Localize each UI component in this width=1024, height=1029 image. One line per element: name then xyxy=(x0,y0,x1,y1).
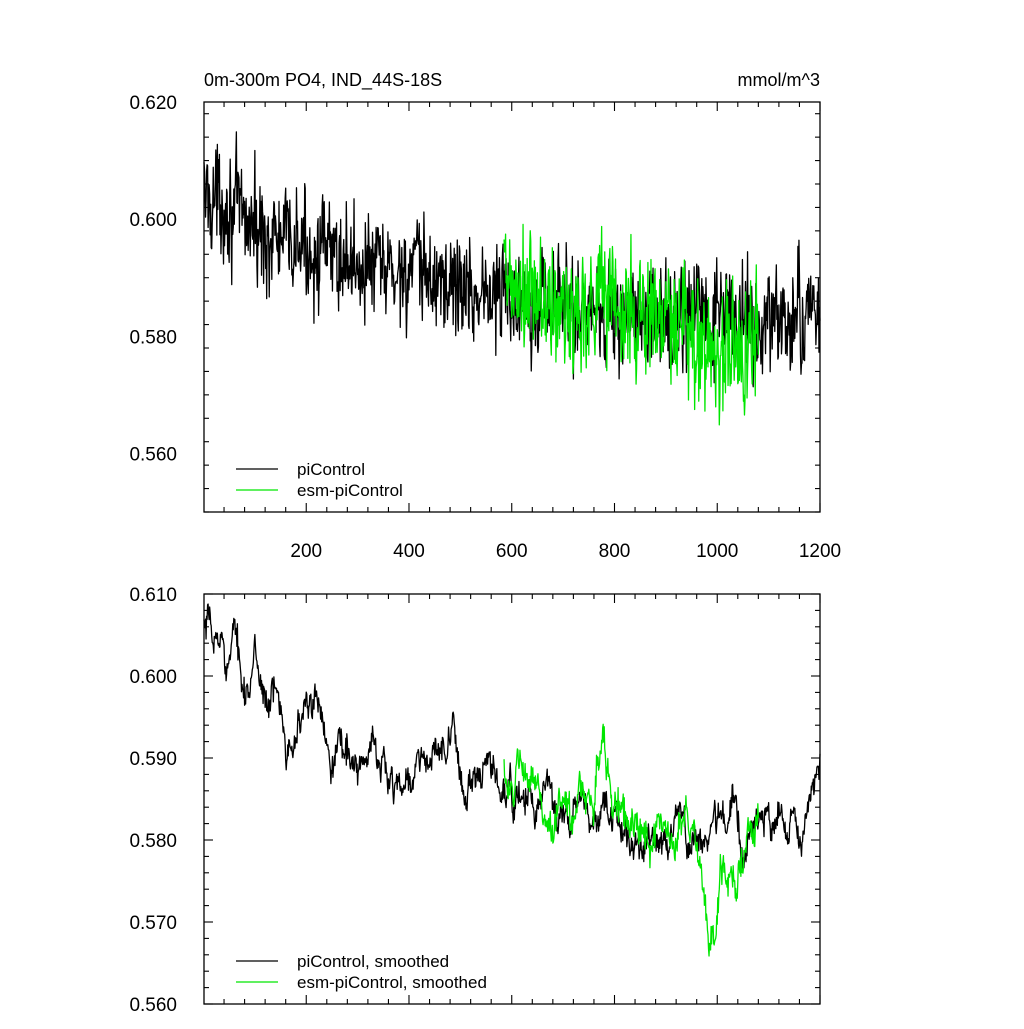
legend-label-picontrol-smoothed: piControl, smoothed xyxy=(297,952,449,971)
top-series xyxy=(203,131,821,426)
x-tick-label: 800 xyxy=(599,541,631,562)
series-line-esm xyxy=(503,223,759,426)
unit-label: mmol/m^3 xyxy=(738,70,820,90)
legend-label-esm-picontrol-smoothed: esm-piControl, smoothed xyxy=(297,973,487,992)
y-tick-label: 0.600 xyxy=(129,210,177,231)
bottom-series xyxy=(203,603,821,957)
series-line-picontrol-smoothed xyxy=(203,603,821,872)
series-line-esm-smoothed xyxy=(503,723,759,957)
y-tick-label: 0.590 xyxy=(129,749,177,770)
y-tick-label: 0.570 xyxy=(129,913,177,934)
top-legend: piControl esm-piControl xyxy=(236,460,403,500)
y-tick-label: 0.580 xyxy=(129,831,177,852)
y-tick-label: 0.560 xyxy=(129,995,177,1016)
x-tick-label: 1200 xyxy=(799,541,841,562)
x-tick-label: 1000 xyxy=(696,541,738,562)
legend-label-picontrol: piControl xyxy=(297,460,365,479)
y-tick-label: 0.560 xyxy=(129,444,177,465)
bottom-ticks: 0.560 0.570 0.580 0.590 0.600 0.610 xyxy=(129,585,821,1016)
bottom-legend: piControl, smoothed esm-piControl, smoot… xyxy=(236,952,487,992)
y-tick-label: 0.580 xyxy=(129,327,177,348)
y-tick-label: 0.600 xyxy=(129,667,177,688)
chart-title: 0m-300m PO4, IND_44S-18S xyxy=(204,70,442,91)
x-tick-label: 200 xyxy=(290,541,322,562)
top-ticks: 0.560 0.580 0.600 0.620 200 400 600 800 1000 1200 xyxy=(129,93,841,562)
y-tick-label: 0.620 xyxy=(129,93,177,114)
x-tick-label: 600 xyxy=(496,541,528,562)
x-tick-label: 400 xyxy=(393,541,425,562)
y-tick-label: 0.610 xyxy=(129,585,177,606)
legend-label-esm-picontrol: esm-piControl xyxy=(297,481,403,500)
